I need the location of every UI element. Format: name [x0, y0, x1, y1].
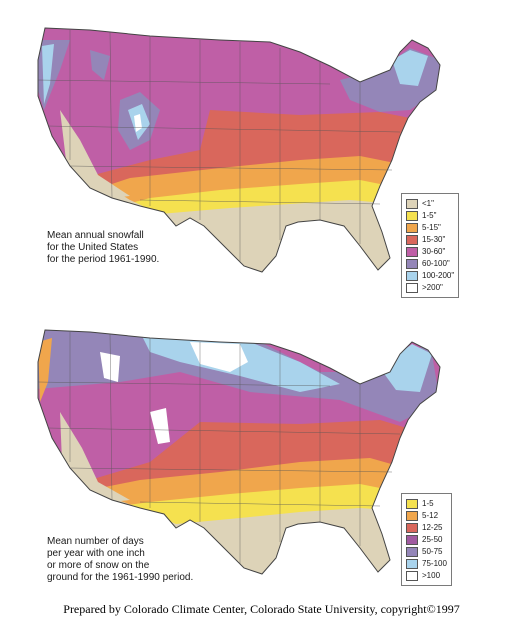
legend-item: 100-200"	[406, 270, 454, 281]
us-outline	[37, 27, 441, 273]
legend-swatch	[406, 270, 418, 281]
legend-item: >100	[406, 570, 447, 581]
legend-swatch	[406, 282, 418, 293]
credit-line: Prepared by Colorado Climate Center, Col…	[63, 602, 460, 616]
legend-item: 15-30"	[406, 234, 454, 245]
legend-swatch	[406, 558, 418, 569]
snow-cover-legend: 1-5 5-12 12-25 25-50 50-75 75-100 >100	[401, 493, 452, 586]
legend-swatch	[406, 258, 418, 269]
legend-swatch	[406, 534, 418, 545]
band-over-100-north	[190, 342, 248, 372]
legend-item: 60-100"	[406, 258, 454, 269]
caption-line: Mean number of days	[47, 536, 144, 547]
caption-line: per year with one inch	[47, 548, 145, 559]
snowfall-map	[37, 27, 441, 273]
snowfall-caption: Mean annual snowfall for the United Stat…	[47, 230, 159, 266]
legend-swatch	[406, 522, 418, 533]
state-borders	[37, 30, 401, 262]
snow-cover-days-map-panel: Mean number of days per year with one in…	[0, 312, 523, 597]
legend-swatch	[406, 498, 418, 509]
legend-swatch	[406, 546, 418, 557]
legend-swatch	[406, 234, 418, 245]
legend-swatch	[406, 210, 418, 221]
legend-item: 25-50	[406, 534, 447, 545]
band-over-100-rockies	[150, 408, 170, 444]
caption-line: for the period 1961-1990.	[47, 254, 160, 265]
snowfall-map-panel: Mean annual snowfall for the United Stat…	[0, 0, 523, 305]
legend-swatch	[406, 222, 418, 233]
legend-item: 1-5	[406, 498, 447, 509]
legend-item: 5-12	[406, 510, 447, 521]
legend-item: 30-60"	[406, 246, 454, 257]
us-outline	[37, 329, 441, 575]
legend-item: >200"	[406, 282, 454, 293]
legend-swatch	[406, 246, 418, 257]
legend-item: <1"	[406, 198, 454, 209]
state-borders	[37, 332, 401, 564]
legend-swatch	[406, 570, 418, 581]
legend-item: 75-100	[406, 558, 447, 569]
legend-swatch	[406, 510, 418, 521]
legend-item: 50-75	[406, 546, 447, 557]
snow-cover-caption: Mean number of days per year with one in…	[47, 536, 193, 584]
legend-item: 5-15"	[406, 222, 454, 233]
caption-line: ground for the 1961-1990 period.	[47, 572, 194, 583]
legend-item: 12-25	[406, 522, 447, 533]
legend-swatch	[406, 198, 418, 209]
legend-item: 1-5"	[406, 210, 454, 221]
caption-line: for the United States	[47, 242, 139, 253]
caption-line: or more of snow on the	[47, 560, 150, 571]
snowfall-legend: <1" 1-5" 5-15" 15-30" 30-60" 60-100" 100…	[401, 193, 460, 298]
snow-cover-days-map	[37, 329, 441, 575]
caption-line: Mean annual snowfall	[47, 230, 144, 241]
